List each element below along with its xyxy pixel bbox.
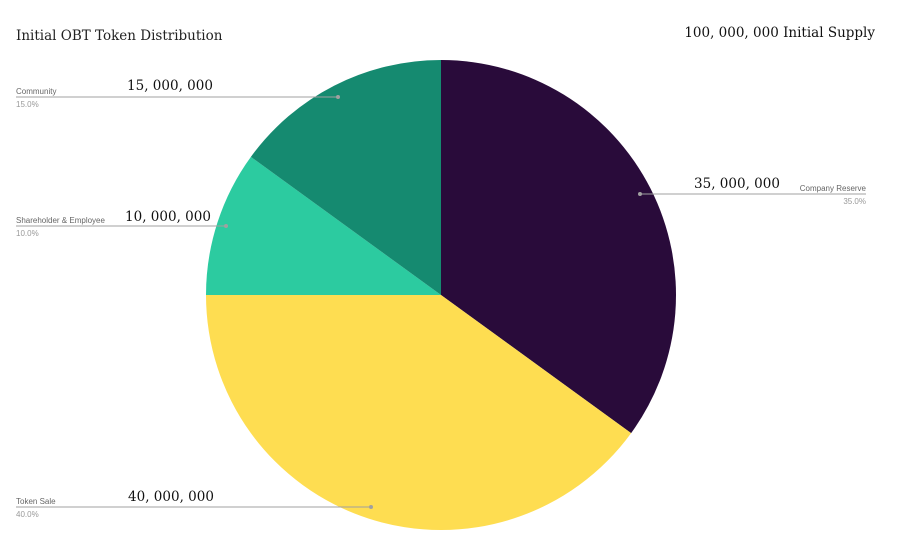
leader-dot-community	[336, 95, 340, 99]
chart-title: Initial OBT Token Distribution	[16, 28, 223, 44]
pie-slice-company-reserve	[441, 60, 677, 434]
slice-amount-shareholder-and-employee: 10, 000, 000	[125, 209, 211, 225]
slice-percent-company-reserve: 35.0%	[843, 197, 866, 206]
chart-subtitle: 100, 000, 000 Initial Supply	[684, 25, 875, 41]
pie-slice-token-sale	[206, 295, 632, 531]
slice-label-token-sale: Token Sale	[16, 497, 56, 506]
slice-label-shareholder-and-employee: Shareholder & Employee	[16, 216, 105, 225]
leader-dot-shareholder-and-employee	[224, 224, 228, 228]
slice-amount-company-reserve: 35, 000, 000	[694, 176, 780, 192]
pie-labels: Company Reserve 35.0% 35, 000, 000 Token Sa…	[16, 78, 867, 519]
slice-percent-token-sale: 40.0%	[16, 510, 39, 519]
slice-percent-shareholder-and-employee: 10.0%	[16, 229, 39, 238]
slice-label-community: Community	[16, 87, 56, 96]
slice-label-company-reserve: Company Reserve	[800, 184, 867, 193]
pie-slice-community	[250, 60, 441, 295]
leader-dot-token-sale	[369, 505, 373, 509]
slice-percent-community: 15.0%	[16, 100, 39, 109]
pie-slice-shareholder-and-employee	[206, 156, 441, 295]
slice-amount-community: 15, 000, 000	[127, 78, 213, 94]
slice-amount-token-sale: 40, 000, 000	[128, 489, 214, 505]
pie-slices	[206, 60, 677, 531]
leader-dot-company-reserve	[638, 192, 642, 196]
